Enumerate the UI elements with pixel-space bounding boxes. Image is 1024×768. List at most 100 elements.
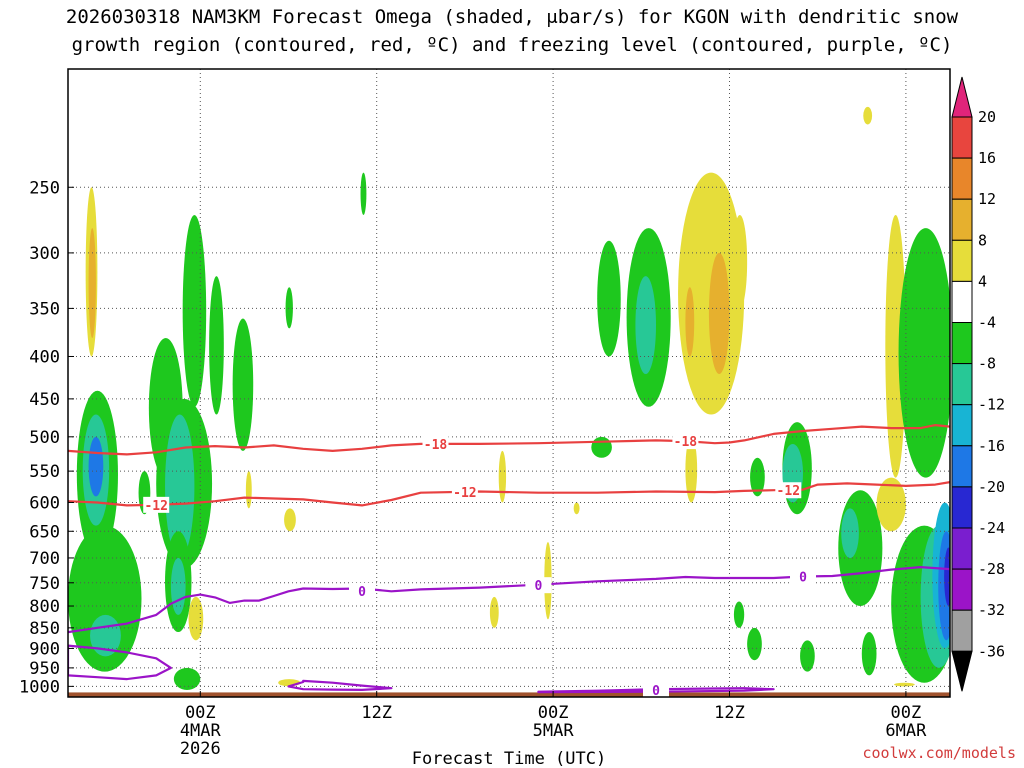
colorbar-tick-10: -24 bbox=[978, 519, 1005, 537]
colorbar-band-5 bbox=[951, 280, 973, 323]
label-zero-2-bg bbox=[790, 568, 816, 585]
omega-area-39 bbox=[733, 601, 745, 628]
contour-minus18 bbox=[68, 424, 950, 456]
omega-area-5 bbox=[68, 525, 142, 672]
y-tick-label-650: 650 bbox=[29, 522, 60, 542]
label-minus12-1-bg bbox=[451, 484, 478, 501]
contour-zero-surface bbox=[537, 687, 775, 694]
colorbar-tick-2: 12 bbox=[978, 190, 996, 208]
label-zero-2: 0 bbox=[799, 570, 807, 585]
colorbar-band-2 bbox=[951, 157, 973, 200]
colorbar-band-6 bbox=[951, 322, 973, 365]
omega-area-33 bbox=[685, 287, 695, 357]
omega-area-24 bbox=[489, 596, 499, 628]
colorbar-band-12 bbox=[951, 568, 973, 611]
omega-area-47 bbox=[876, 477, 906, 532]
y-axis: 2503003504004505005506006507007508008509… bbox=[19, 178, 74, 697]
label-minus12-2-bg bbox=[775, 482, 802, 499]
omega-area-46 bbox=[898, 228, 950, 478]
omega-area-10 bbox=[209, 276, 224, 415]
label-minus18-1: -18 bbox=[674, 435, 698, 450]
colorbar-tick-4: 4 bbox=[978, 272, 987, 290]
omega-area-38 bbox=[750, 457, 765, 497]
y-tick-label-850: 850 bbox=[29, 619, 60, 639]
y-tick-label-450: 450 bbox=[29, 390, 60, 410]
omega-shaded-areas bbox=[68, 106, 950, 690]
y-tick-label-300: 300 bbox=[29, 244, 60, 264]
omega-area-16 bbox=[173, 667, 201, 690]
omega-area-30 bbox=[591, 436, 612, 458]
contour-minus12 bbox=[68, 481, 950, 507]
colorbar-tick-12: -32 bbox=[978, 601, 1005, 619]
omega-area-20 bbox=[284, 508, 296, 532]
x-axis-label: Forecast Time (UTC) bbox=[412, 749, 606, 768]
y-tick-label-1000: 1000 bbox=[19, 677, 60, 697]
omega-area-40 bbox=[747, 627, 762, 661]
colorbar-bottom-triangle bbox=[951, 650, 973, 692]
x-tick-label-6: 00Z bbox=[185, 703, 216, 723]
omega-area-1 bbox=[88, 228, 96, 339]
credit-text[interactable]: coolwx.com/models bbox=[862, 744, 1016, 762]
y-tick-label-250: 250 bbox=[29, 178, 60, 198]
label-zero-surface-0-bg bbox=[643, 681, 669, 697]
colorbar-band-11 bbox=[951, 527, 973, 570]
omega-area-11 bbox=[232, 318, 254, 451]
y-tick-label-600: 600 bbox=[29, 493, 60, 513]
omega-area-32 bbox=[708, 252, 730, 375]
label-minus18-0-bg bbox=[422, 435, 449, 452]
label-minus12-0-bg bbox=[143, 496, 170, 513]
y-tick-label-950: 950 bbox=[29, 659, 60, 679]
colorbar-band-1 bbox=[951, 116, 973, 159]
colorbar-band-9 bbox=[951, 445, 973, 488]
label-minus12-2: -12 bbox=[777, 484, 800, 499]
omega-area-17 bbox=[188, 596, 204, 641]
label-minus12-0: -12 bbox=[144, 499, 167, 514]
y-tick-label-900: 900 bbox=[29, 639, 60, 659]
x-tick-date-6: 4MAR bbox=[180, 721, 222, 741]
omega-area-22 bbox=[360, 172, 367, 215]
y-tick-label-700: 700 bbox=[29, 549, 60, 569]
colorbar-tick-6: -8 bbox=[978, 355, 996, 373]
chart-title-line-2: growth region (contoured, red, ºC) and f… bbox=[72, 34, 953, 56]
omega-area-45 bbox=[885, 214, 906, 478]
omega-area-29 bbox=[635, 276, 657, 375]
label-zero-surface-0: 0 bbox=[652, 684, 660, 699]
y-tick-label-500: 500 bbox=[29, 428, 60, 448]
colorbar-band-10 bbox=[951, 486, 973, 529]
temperature-contours: -18 -18 -12 -12 -12 0 0 0 0 bbox=[68, 424, 950, 699]
label-zero-0: 0 bbox=[358, 585, 366, 600]
label-zero-0-bg bbox=[349, 582, 375, 599]
colorbar-tick-7: -12 bbox=[978, 396, 1005, 414]
label-minus18-0: -18 bbox=[424, 438, 448, 453]
contour-zero-lower-a bbox=[68, 644, 172, 681]
contour-zero-lower-b bbox=[287, 679, 393, 691]
y-tick-label-750: 750 bbox=[29, 574, 60, 594]
terrain-strip bbox=[68, 692, 950, 697]
omega-area-26 bbox=[573, 502, 580, 515]
colorbar-band-3 bbox=[951, 198, 973, 241]
label-minus12-1: -12 bbox=[453, 486, 476, 501]
omega-area-41 bbox=[800, 640, 815, 672]
colorbar-band-8 bbox=[951, 404, 973, 447]
colorbar-band-7 bbox=[951, 363, 973, 406]
omega-area-52 bbox=[944, 547, 950, 607]
colorbar: 20 16 12 8 4 -4 -8 -12 -16 -20 -24 -28 -32 -36 bbox=[951, 76, 1005, 692]
colorbar-band-13 bbox=[951, 609, 973, 652]
colorbar-band-4 bbox=[951, 239, 973, 282]
colorbar-tick-8: -16 bbox=[978, 437, 1005, 455]
omega-area-43 bbox=[841, 508, 859, 558]
colorbar-tick-11: -28 bbox=[978, 560, 1005, 578]
y-tick-label-400: 400 bbox=[29, 347, 60, 367]
x-tick-label-42: 12Z bbox=[714, 703, 745, 723]
x-tick-label-30: 00Z bbox=[538, 703, 569, 723]
y-tick-label-550: 550 bbox=[29, 462, 60, 482]
colorbar-tick-5: -4 bbox=[978, 314, 996, 332]
label-zero-1: 0 bbox=[534, 579, 542, 594]
plot-frame bbox=[67, 68, 951, 698]
omega-area-34 bbox=[732, 214, 748, 309]
omega-area-54 bbox=[894, 682, 915, 687]
omega-area-23 bbox=[498, 450, 507, 503]
x-tick-label-18: 12Z bbox=[361, 703, 392, 723]
omega-area-18 bbox=[285, 287, 293, 329]
